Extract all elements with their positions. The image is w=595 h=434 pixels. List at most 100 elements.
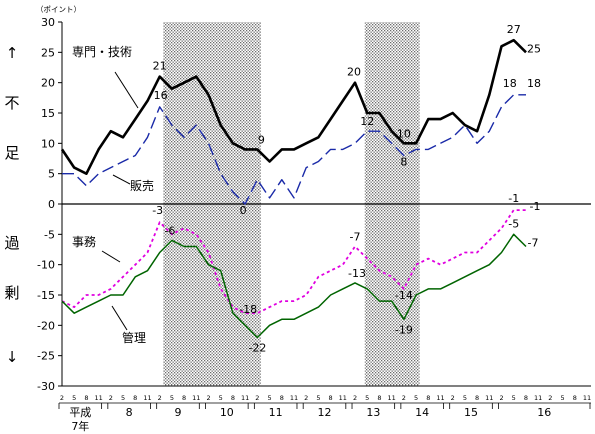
x-month-label: 2 [206,394,210,402]
x-month-label: 5 [561,394,565,402]
y-tick-label: -5 [44,228,55,241]
data-label: 9 [258,133,265,146]
x-month-label: 2 [353,394,357,402]
y-tick-label: 10 [41,137,55,150]
side-label-top-1: ↑ [6,44,19,62]
y-tick-label: -15 [37,289,55,302]
x-month-label: 2 [499,394,503,402]
y-tick-label: 15 [41,107,55,120]
series-label-4: 管理 [122,330,146,345]
x-month-label: 11 [143,394,151,402]
x-month-label: 8 [573,394,577,402]
x-month-label: 11 [241,394,249,402]
x-month-label: 2 [109,394,113,402]
data-label: -22 [248,341,266,354]
x-axis: 2 5 8 11 2 5 8 11 2 5 8 11 2 5 8 11 2 5 8 11 2 5 8 11 2 5 8 11 2 5 8 11… [58,394,591,433]
series-pointer-2 [112,174,131,185]
series-label-2: 販売 [130,178,154,193]
year-label: 平成 [69,406,91,419]
x-month-label: 8 [426,394,430,402]
y-tick-label: -25 [37,350,55,363]
year-label: 9 [174,406,181,419]
year-label: 8 [126,406,133,419]
series-line-2 [62,94,526,205]
data-label: -1 [508,192,519,205]
x-month-label: 5 [121,394,125,402]
data-label: -7 [527,236,538,249]
data-label: 21 [153,60,167,73]
y-tick-label: -30 [37,380,55,393]
series-line-3 [61,209,526,315]
series-pointer-1 [114,71,139,109]
x-month-label: 8 [231,394,235,402]
x-month-label: 8 [182,394,186,402]
x-month-label: 8 [329,394,333,402]
x-month-label: 11 [388,394,396,402]
series-line-4 [61,233,527,339]
data-label: -14 [395,289,413,302]
data-label: -7 [350,230,361,243]
x-month-label: 11 [339,394,347,402]
data-label: 25 [527,42,541,55]
data-label: 8 [400,155,407,168]
x-month-label: 5 [463,394,467,402]
x-month-label: 2 [255,394,259,402]
data-label: -5 [508,217,519,230]
data-label: 0 [240,204,247,217]
x-month-label: 11 [436,394,444,402]
data-label: -18 [239,303,257,316]
data-label: 16 [154,89,168,102]
year-label: 11 [269,406,283,419]
year-sublabel: 7年 [71,419,89,433]
series-label-3: 事務 [72,235,96,249]
x-month-label: 5 [170,394,174,402]
series-lines [60,38,527,339]
y-unit-label: （ポイント） [36,5,81,14]
x-month-label: 2 [60,394,64,402]
y-tick-label: 30 [41,16,55,29]
year-label: 14 [415,406,429,419]
x-month-label: 11 [94,394,102,402]
x-month-label: 11 [192,394,200,402]
y-tick-label: -10 [37,259,55,272]
x-month-label: 2 [304,394,308,402]
year-label: 10 [220,406,234,419]
year-label: 16 [537,406,551,419]
data-label: 12 [360,115,374,128]
x-month-label: 8 [133,394,137,402]
data-label: 18 [527,77,541,90]
series-pointer-4 [111,305,128,331]
x-month-label: 5 [219,394,223,402]
side-label-top-2: 不 [4,94,19,112]
annotations: 21 9 20 10 27 25 16 0 12 8 18 18 -3 -18 -7 -14 -1 -1 -6 -22… [152,23,541,354]
side-label-bottom-1: 過 [4,234,19,252]
x-month-label: 5 [267,394,271,402]
x-month-label: 11 [534,394,542,402]
y-tick-label: 0 [48,198,55,211]
x-month-label: 2 [548,394,552,402]
x-month-label: 5 [316,394,320,402]
x-month-label: 8 [524,394,528,402]
side-label-bottom-3: ↓ [6,348,19,366]
series-pointer-3 [101,250,121,263]
data-label: 18 [503,77,517,90]
x-month-label: 5 [365,394,369,402]
side-label-top-3: 足 [4,144,19,162]
y-tick-label: 25 [41,46,55,59]
x-month-label: 2 [158,394,162,402]
data-label: 27 [507,23,521,36]
y-axis: 30 25 20 15 10 5 0 -5 -10 -15 -20 -25 -30 [37,16,62,393]
x-month-label: 5 [72,394,76,402]
year-label: 15 [464,406,478,419]
series-line-1 [60,38,527,175]
x-month-label: 2 [402,394,406,402]
data-label: 20 [347,66,361,79]
data-label: -13 [348,267,366,280]
x-month-label: 8 [377,394,381,402]
data-label: -3 [152,204,163,217]
data-label: -6 [164,224,175,237]
data-label: 10 [397,127,411,140]
x-month-label: 11 [485,394,493,402]
